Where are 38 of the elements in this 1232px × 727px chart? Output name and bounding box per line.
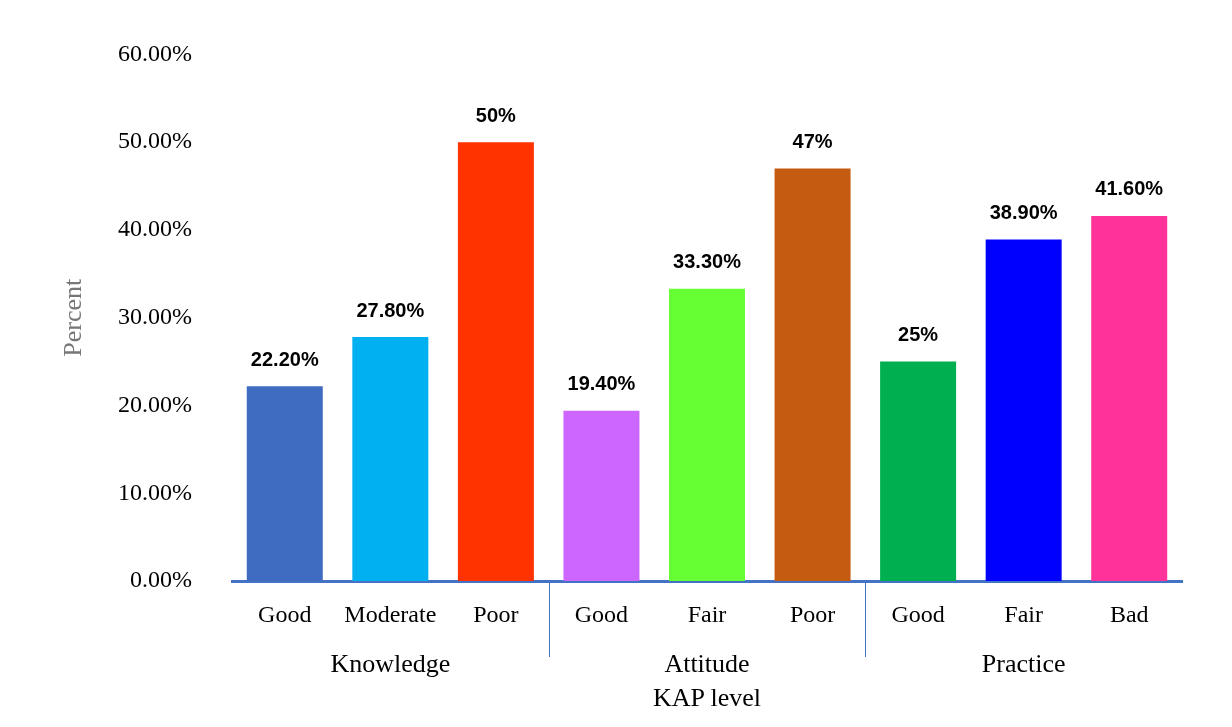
y-tick-label: 30.00%: [118, 303, 192, 329]
x-tick-label: Good: [891, 600, 945, 627]
x-tick-label: Moderate: [344, 600, 437, 627]
data-label: 38.90%: [989, 201, 1058, 224]
x-tick-label: Fair: [1004, 600, 1043, 627]
y-tick-label: 20.00%: [118, 390, 192, 417]
x-tick-label: Poor: [473, 600, 519, 627]
y-tick-label: 50.00%: [118, 127, 192, 154]
y-tick-label: 40.00%: [118, 215, 192, 242]
y-axis-title: Percent: [58, 277, 88, 357]
x-tick-label: Good: [574, 600, 629, 627]
bar: [1091, 215, 1168, 581]
data-label: 19.40%: [567, 372, 636, 395]
bar: [352, 337, 429, 581]
data-label: 22.20%: [250, 347, 319, 370]
text: Knowledge: [330, 648, 451, 678]
data-label: 50%: [475, 103, 517, 126]
bar: [774, 168, 851, 581]
text: Attitude: [664, 648, 750, 678]
x-tick-label: Poor: [789, 600, 836, 627]
x-tick-label: Good: [258, 600, 312, 627]
x-tick-label: Bad: [1109, 600, 1149, 627]
bar: [880, 361, 957, 581]
text: Practice: [981, 648, 1066, 678]
bar: [669, 288, 745, 581]
y-tick-label: 0.00%: [130, 566, 192, 593]
data-label: 25%: [898, 323, 939, 346]
bar: [563, 410, 640, 581]
x-axis-title: KAP level: [652, 683, 762, 713]
y-tick-label: 10.00%: [118, 478, 192, 505]
data-label: 33.30%: [673, 250, 742, 273]
data-label: 41.60%: [1095, 177, 1164, 200]
bar: [457, 142, 534, 581]
y-tick-label: 60.00%: [118, 39, 192, 66]
data-label: 27.80%: [356, 298, 425, 321]
bar: [985, 239, 1062, 581]
x-tick-label: Fair: [687, 600, 727, 627]
data-label: 47%: [792, 130, 833, 153]
